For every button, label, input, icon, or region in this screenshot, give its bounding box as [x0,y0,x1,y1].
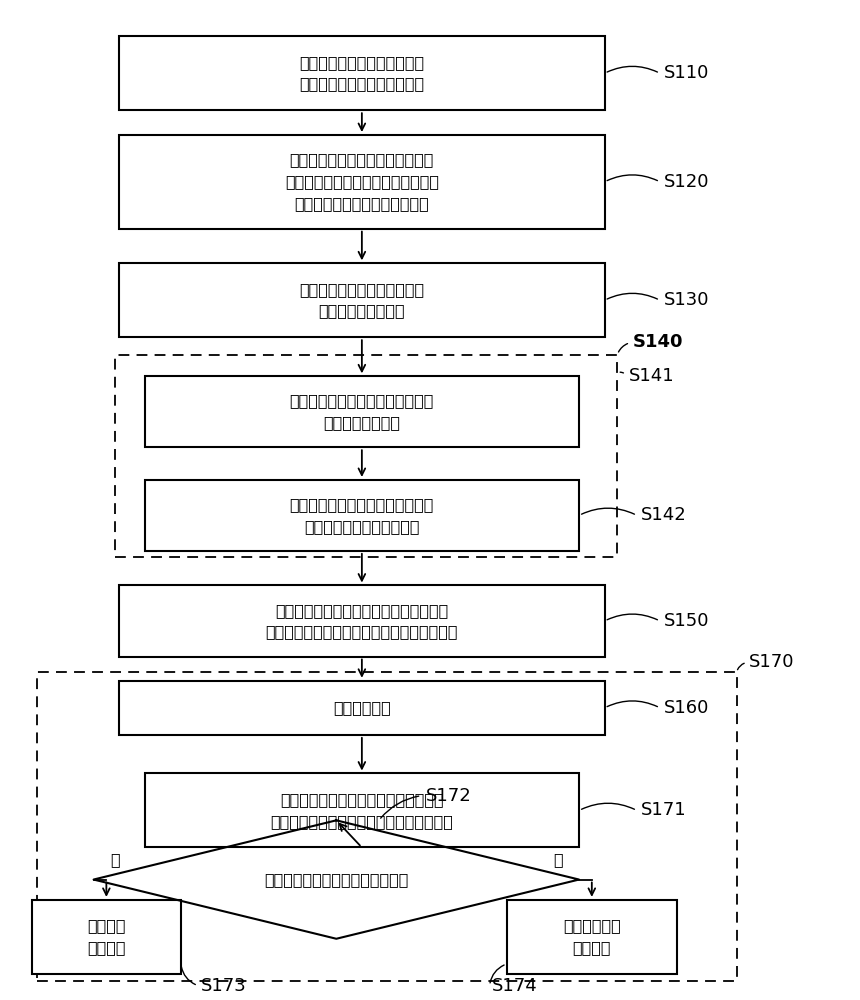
Bar [144,376,579,447]
Text: 判别老化指标是否大于老化预设值: 判别老化指标是否大于老化预设值 [264,872,408,887]
Text: 提供转换点电压对电池进行充电: 提供转换点电压对电池进行充电 [294,196,429,211]
Text: 累计电池在以定电流进行充电: 累计电池在以定电流进行充电 [299,282,425,297]
Bar [120,36,605,110]
Text: 利用转换点估测开路电压、转换点电压、: 利用转换点估测开路电压、转换点电压、 [275,603,449,618]
Bar [120,135,605,229]
Bar [36,672,737,981]
Text: S160: S160 [664,699,710,717]
Bar [507,900,677,974]
Text: 下所获得的充电电量: 下所获得的充电电量 [318,304,405,319]
Text: 元件特性表，以取得剩余电量: 元件特性表，以取得剩余电量 [299,77,425,92]
Text: S140: S140 [633,333,683,351]
Bar [32,900,181,974]
Text: 将剩余电量与充电电量进行相加，: 将剩余电量与充电电量进行相加， [290,393,434,408]
Text: 停止触发异常: 停止触发异常 [563,918,621,933]
Text: 提供定电流对电池进行充电，并在: 提供定电流对电池进行充电，并在 [290,153,434,168]
Text: S141: S141 [629,367,674,385]
Text: S170: S170 [749,653,795,671]
Text: 电池的端电压到达充电预设电压时，: 电池的端电压到达充电预设电压时， [285,174,439,189]
Text: S173: S173 [200,977,246,995]
Text: S150: S150 [664,612,710,630]
Text: 以取得转换点估测开路电压: 以取得转换点估测开路电压 [304,519,420,534]
Text: 依据转换点电流与转换点电池温度查询: 依据转换点电流与转换点电池温度查询 [280,792,444,807]
Text: 以取得转换点电量: 以取得转换点电量 [323,415,401,430]
Bar [120,585,605,657]
Text: 电压老化预设值对照表，以取得老化预设值: 电压老化预设值对照表，以取得老化预设值 [270,814,453,829]
Text: 指示信号: 指示信号 [573,940,611,955]
Text: S142: S142 [642,506,687,524]
Text: 触发异常: 触发异常 [87,918,126,933]
Text: S120: S120 [664,173,710,191]
Text: S172: S172 [426,787,471,805]
Bar [144,773,579,847]
Text: S110: S110 [664,64,710,82]
Text: 指示信号: 指示信号 [87,940,126,955]
Text: 转换点电流与转换点电池温度，计算老化指标: 转换点电流与转换点电池温度，计算老化指标 [266,624,458,639]
Bar [120,681,605,735]
Bar [115,355,617,557]
Text: 否: 否 [553,852,562,867]
Text: 依据电池的静置开路电压查询: 依据电池的静置开路电压查询 [299,55,425,70]
Text: S171: S171 [642,801,687,819]
Bar [144,480,579,551]
Bar [120,263,605,337]
Text: S130: S130 [664,291,710,309]
Text: 显示老化指标: 显示老化指标 [333,700,390,715]
Text: 是: 是 [110,852,120,867]
Text: S174: S174 [492,977,538,995]
Text: 依据转换点电量查询元件特性表，: 依据转换点电量查询元件特性表， [290,497,434,512]
